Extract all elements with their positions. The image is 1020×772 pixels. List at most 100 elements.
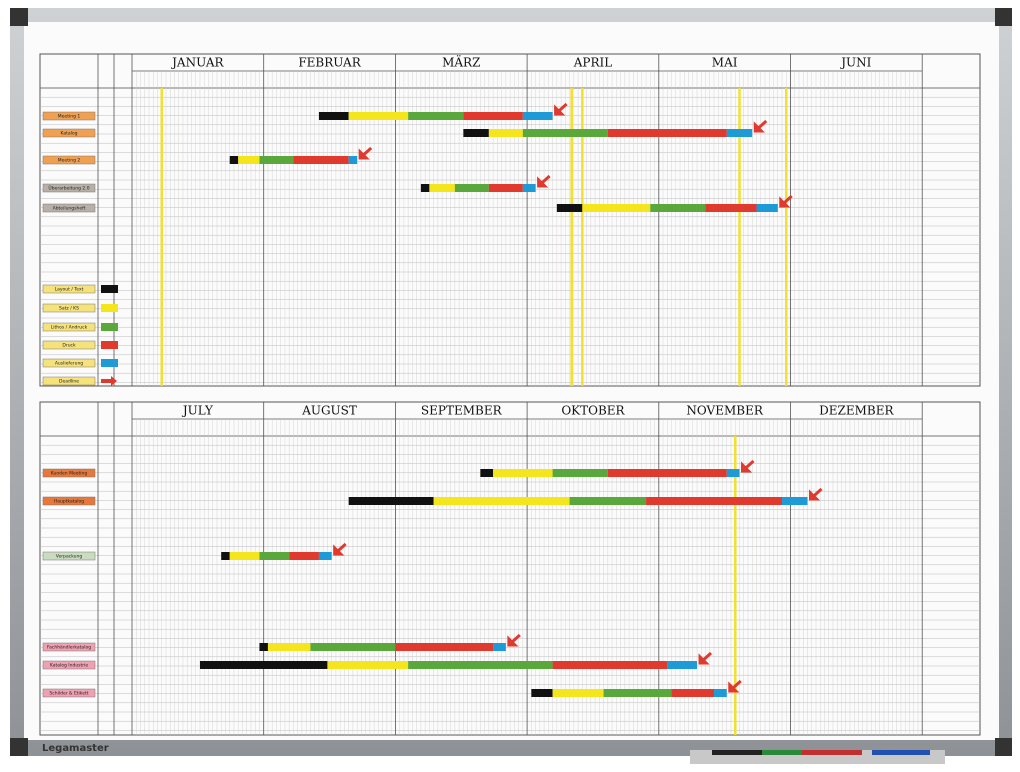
task-label: Katalog (60, 131, 77, 137)
task-segment (259, 643, 268, 651)
task-segment (327, 661, 409, 669)
legend-label: Lithos / Andruck (51, 325, 88, 331)
task-segment (318, 552, 332, 560)
corner (995, 738, 1012, 756)
legend-label: Druck (62, 343, 76, 349)
task-segment (463, 112, 523, 120)
legend-card (42, 322, 96, 332)
task-segment (429, 184, 455, 192)
task-label-card (42, 183, 96, 193)
task-segment (259, 552, 290, 560)
task-segment (420, 184, 430, 192)
deadline-arrow (333, 542, 347, 556)
deadline-arrow (753, 119, 768, 133)
task-label-card (42, 660, 96, 670)
marker-pen (872, 750, 930, 755)
task-segment (607, 129, 727, 137)
month-label: JANUAR (170, 56, 224, 70)
task-segment (582, 204, 651, 212)
deadline-arrow (537, 174, 551, 188)
deadline-arrow (741, 459, 755, 473)
task-segment (348, 112, 409, 120)
month-label: JULY (181, 404, 214, 418)
month-label: DEZEMBER (819, 404, 894, 418)
corner (995, 8, 1012, 26)
task-segment (454, 184, 489, 192)
month-label: NOVEMBER (686, 404, 763, 418)
task-segment (667, 661, 698, 669)
task-segment (488, 129, 523, 137)
task-label-card (42, 551, 96, 561)
task-segment (310, 643, 396, 651)
task-segment (267, 643, 311, 651)
task-label-card (42, 203, 96, 213)
task-label: Verpackung (56, 554, 83, 560)
task-segment (556, 204, 583, 212)
task-segment (408, 112, 464, 120)
task-segment (522, 129, 608, 137)
task-segment (480, 469, 494, 477)
task-segment (782, 497, 808, 505)
task-segment (603, 689, 672, 697)
task-segment (671, 689, 715, 697)
legend-swatch (101, 285, 118, 293)
month-label: FEBRUAR (298, 56, 361, 70)
legend-card (42, 376, 96, 386)
task-segment (348, 156, 358, 164)
task-segment (607, 469, 727, 477)
task-segment (705, 204, 757, 212)
task-segment (348, 497, 434, 505)
brand: Legamaster (42, 743, 109, 754)
task-segment (463, 129, 489, 137)
task-segment (199, 661, 328, 669)
marker-pen (762, 750, 802, 755)
marker-pen (802, 750, 862, 755)
task-segment (531, 689, 553, 697)
legend-label: Satz / KS (59, 306, 79, 312)
task-segment (493, 643, 506, 651)
task-segment (493, 469, 553, 477)
month-label: OKTOBER (561, 404, 625, 418)
task-segment (229, 552, 260, 560)
task-segment (552, 689, 604, 697)
task-segment (238, 156, 260, 164)
task-label: Kunden Meeting (51, 471, 88, 477)
month-label: JUNI (839, 56, 871, 70)
month-label: AUGUST (301, 404, 357, 418)
legend-card (42, 303, 96, 313)
deadline-arrow (554, 102, 568, 116)
task-label: Katalog Industrie (50, 663, 89, 669)
legend-label: Layout / Text (55, 287, 84, 293)
deadline-arrow (779, 194, 793, 208)
task-segment (488, 184, 523, 192)
task-segment (756, 204, 778, 212)
deadline-arrow (358, 146, 373, 160)
month-label: APRIL (573, 56, 613, 70)
task-segment (726, 469, 740, 477)
task-segment (522, 184, 536, 192)
board-surface (24, 22, 999, 740)
task-segment (646, 497, 783, 505)
task-label-card (42, 496, 96, 506)
task-label-card (42, 128, 96, 138)
legend-arrow (101, 376, 117, 386)
deadline-arrow (808, 487, 823, 501)
task-segment (318, 112, 349, 120)
task-label: Hauptkatalog (54, 499, 84, 505)
task-segment (552, 661, 668, 669)
legend-label: Auslieferung (55, 361, 83, 367)
task-segment (408, 661, 553, 669)
task-segment (433, 497, 570, 505)
task-segment (221, 552, 230, 560)
legend-swatch (101, 323, 118, 331)
task-label: Schilder & Etikett (49, 691, 88, 697)
task-label: Überarbeitung 2.0 (48, 185, 89, 192)
legend-label: Deadline (59, 379, 79, 385)
task-label-card (42, 468, 96, 478)
task-label: Meeting 2 (58, 158, 81, 164)
task-segment (714, 689, 727, 697)
deadline-arrow (698, 651, 713, 665)
task-segment (293, 156, 349, 164)
task-label: Abteilungsheft (53, 206, 86, 212)
